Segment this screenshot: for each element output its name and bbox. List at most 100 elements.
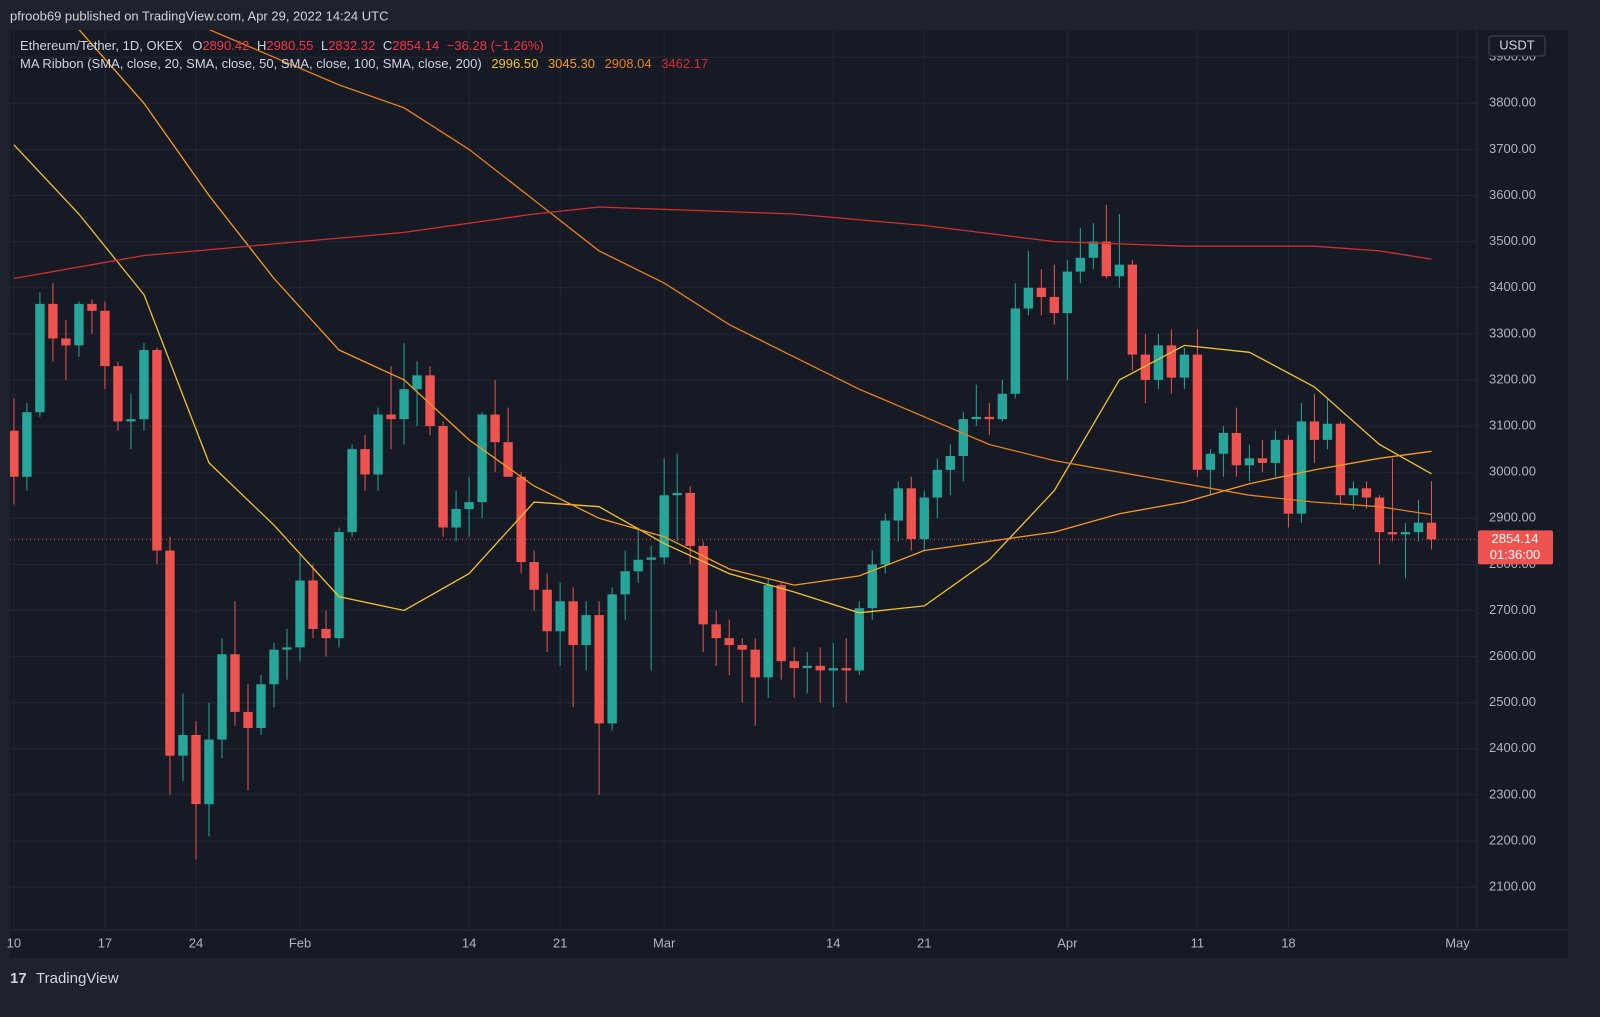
candle-body	[893, 488, 903, 521]
candle-body	[1140, 354, 1151, 380]
candle-body	[425, 375, 435, 427]
candle-body	[503, 442, 513, 477]
x-tick-label: 10	[7, 935, 21, 950]
candle-body	[1192, 354, 1203, 470]
symbol: Ethereum/Tether, 1D, OKEX	[20, 38, 183, 53]
candle-body	[1374, 497, 1385, 533]
candle-body	[763, 585, 773, 678]
candle-body	[1153, 345, 1164, 380]
candle-body	[1062, 271, 1073, 314]
candle-body	[308, 580, 318, 629]
candle-body	[22, 412, 32, 477]
candle-body	[1322, 423, 1333, 440]
brand-name: TradingView	[36, 970, 119, 987]
y-tick-label: 3400.00	[1489, 279, 1536, 294]
candle-body	[295, 580, 305, 648]
candle-body	[711, 624, 721, 639]
candle-body	[87, 303, 97, 311]
candle-body	[867, 564, 877, 609]
candle-body	[1413, 522, 1424, 533]
candle-body	[945, 456, 955, 470]
candle-body	[906, 488, 916, 540]
chart-panel	[10, 30, 1568, 958]
candle-body	[594, 615, 604, 724]
candle-body	[74, 303, 84, 346]
ohlc-letter: H	[257, 38, 266, 53]
candle-body	[1309, 421, 1320, 440]
candle-body	[61, 338, 71, 346]
candle-body	[776, 585, 786, 662]
candle-body	[10, 430, 19, 477]
y-tick-label: 3100.00	[1489, 417, 1536, 432]
y-tick-label: 3200.00	[1489, 371, 1536, 386]
candle-body	[1218, 432, 1229, 454]
candle-body	[1166, 345, 1177, 378]
candle-body	[672, 492, 682, 496]
candle-body	[1179, 354, 1190, 378]
candle-body	[737, 645, 747, 650]
candle-body	[516, 476, 526, 563]
candle-body	[256, 684, 266, 729]
currency-box[interactable]	[1488, 35, 1546, 57]
x-tick-label: 11	[1191, 935, 1205, 950]
candle-body	[269, 649, 279, 685]
candle-body	[1400, 532, 1411, 535]
candle-body	[1426, 522, 1437, 540]
ohlc-value: 2854.14	[392, 38, 439, 53]
change: −36.28 (−1.26%)	[447, 38, 544, 53]
candle-body	[932, 469, 942, 498]
candle-body	[724, 638, 734, 646]
candle-body	[1361, 488, 1372, 498]
candle-body	[451, 509, 461, 528]
candle-body	[100, 310, 110, 367]
candle-body	[373, 414, 383, 475]
last-price-label: 2854.14	[1492, 531, 1539, 546]
candle-body	[165, 550, 175, 756]
candle-body	[620, 571, 630, 595]
y-tick-label: 3300.00	[1489, 325, 1536, 340]
ohlc-letter: C	[383, 38, 392, 53]
candle-body	[698, 545, 708, 625]
candle-body	[1023, 287, 1033, 309]
candle-body	[1010, 308, 1020, 394]
ohlc-letter: O	[192, 38, 202, 53]
candle-body	[217, 654, 227, 740]
ohlc-value: 2980.55	[266, 38, 313, 53]
candle-body	[750, 649, 760, 678]
candle-body	[555, 601, 565, 632]
candle-body	[1075, 257, 1086, 272]
y-tick-label: 3700.00	[1489, 141, 1536, 156]
candle-body	[48, 303, 58, 339]
candle-body	[35, 303, 45, 413]
x-tick-label: 17	[98, 935, 112, 950]
ma-line	[13, 206, 1432, 280]
candle-body	[542, 589, 552, 632]
candle-body	[360, 449, 370, 475]
candle-body	[919, 497, 929, 540]
candle-body	[607, 594, 617, 724]
candle-body	[347, 449, 357, 533]
candle-body	[1101, 241, 1112, 277]
ohlc-value: 2890.42	[202, 38, 249, 53]
ma-value: 3045.30	[548, 56, 595, 71]
candle-body	[841, 668, 851, 671]
candle-body	[659, 495, 669, 558]
x-tick-label: 14	[826, 935, 840, 950]
ohlc-value: 2832.32	[328, 38, 375, 53]
legend-ma: MA Ribbon (SMA, close, 20, SMA, close, 5…	[20, 56, 708, 71]
currency[interactable]: USDT	[1499, 37, 1534, 52]
candle-body	[633, 559, 643, 572]
publisher-header: pfroob69 published on TradingView.com, A…	[10, 8, 388, 23]
last-price-tag	[1478, 530, 1553, 565]
candle-body	[1244, 458, 1255, 466]
candle-body	[282, 647, 292, 650]
candle-body	[399, 389, 409, 420]
x-tick-label: Apr	[1057, 935, 1078, 950]
candle-body	[152, 349, 162, 551]
x-tick-label: 21	[917, 935, 931, 950]
ohlc-letter: L	[321, 38, 328, 53]
y-tick-label: 2900.00	[1489, 510, 1536, 525]
candle-body	[997, 393, 1007, 420]
y-tick-label: 2100.00	[1489, 879, 1536, 894]
candle-body	[646, 557, 656, 560]
